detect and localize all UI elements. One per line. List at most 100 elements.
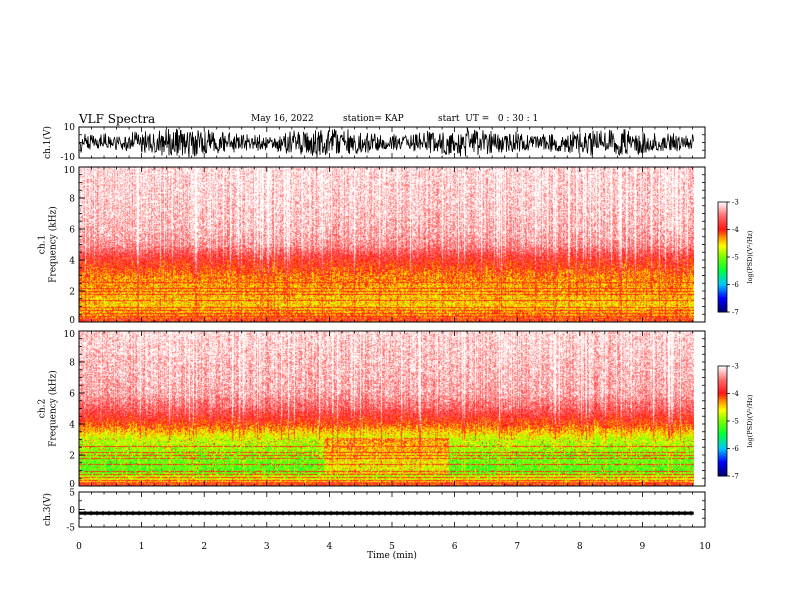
colorbar-ch2-cell [718, 428, 727, 431]
colorbar-ch2-cell [718, 474, 727, 477]
colorbar-ch2-cell [718, 452, 727, 455]
colorbar-ch2-cell [718, 432, 727, 435]
colorbar-ch2-cell [718, 430, 727, 433]
y-tick-label: -5 [66, 524, 75, 534]
colorbar-ch2-cell [718, 433, 727, 437]
colorbar-ch1-cell [718, 266, 727, 269]
colorbar-ch1-cell [718, 304, 727, 307]
colorbar-ch1-cell [718, 302, 727, 306]
y-tick-label: 4 [69, 421, 75, 431]
colorbar-ch1-cell [718, 227, 727, 230]
colorbar-ch1-cell [718, 220, 727, 223]
y-tick-label: 6 [69, 226, 75, 236]
y-axis-label: Frequency (kHz) [48, 206, 59, 283]
colorbar-ch2-cell [718, 461, 727, 464]
colorbar-ch2-cell [718, 468, 727, 471]
x-tick-label: 6 [452, 542, 458, 552]
colorbar-ch1-cell [718, 247, 727, 251]
colorbar-ch1-cell [718, 231, 727, 234]
y-tick-label: 10 [64, 330, 76, 340]
y-tick-label: 0 [69, 506, 75, 516]
colorbar-ch1-cell [718, 295, 727, 298]
colorbar-ch2-cell [718, 388, 727, 391]
colorbar-ch1-cell [718, 211, 727, 214]
colorbar-ch1-cell [718, 275, 727, 278]
x-tick-label: 7 [514, 542, 520, 552]
colorbar-ch2-cell [718, 391, 727, 394]
y-axis-label: ch.2 [38, 399, 48, 418]
colorbar-ch1-cell [718, 262, 727, 265]
colorbar-ch2-cell [718, 410, 727, 413]
colorbar-ch2-cell [718, 400, 727, 404]
ch3-waveform-band [79, 511, 694, 515]
colorbar-ch2-cell [718, 454, 727, 457]
colorbar-ch1-cell [718, 233, 727, 236]
colorbar-ch2-cell [718, 421, 727, 424]
colorbar-ch1-cell [718, 224, 727, 227]
colorbar-ch2-cell [718, 448, 727, 451]
colorbar-ch2-cell [718, 417, 727, 420]
y-tick-label: 5 [69, 489, 75, 499]
colorbar-tick-label: -7 [732, 473, 739, 481]
colorbar-ch2-cell [718, 446, 727, 449]
colorbar-tick-label: -3 [732, 199, 739, 207]
colorbar-ch2-cell [718, 466, 727, 470]
y-tick-label: 10 [64, 123, 76, 133]
figure-title: VLF Spectra [79, 112, 156, 126]
colorbar-ch2-cell [718, 373, 727, 376]
colorbar-ch1-cell [718, 308, 727, 311]
start-time-label: start UT = 0 : 30 : 1 [438, 114, 539, 124]
panel-frame [78, 491, 706, 528]
colorbar-tick-label: -4 [732, 226, 739, 234]
y-tick-label: 6 [69, 390, 75, 400]
colorbar-ch2-cell [718, 389, 727, 393]
x-tick-label: 2 [201, 542, 207, 552]
colorbar-ch1-cell [718, 222, 727, 225]
colorbar-ch1-cell [718, 242, 727, 245]
x-tick-label: 8 [577, 542, 583, 552]
y-tick-label: 2 [69, 288, 75, 298]
colorbar-ch1-cell [718, 225, 727, 229]
colorbar-ch2-cell [718, 426, 727, 429]
colorbar-ch2-cell [718, 463, 727, 466]
y-tick-label: 0 [69, 316, 75, 326]
x-axis-label: Time (min) [367, 550, 417, 561]
colorbar-ch1-cell [718, 236, 727, 240]
colorbar-tick-label: -7 [732, 309, 739, 317]
colorbar-ch2-cell [718, 470, 727, 473]
colorbar-ch1-cell [718, 207, 727, 210]
colorbar-ch1-cell [718, 258, 727, 262]
y-tick-label: 8 [69, 359, 75, 369]
y-tick-label: 8 [69, 195, 75, 205]
colorbar-ch1-cell [718, 286, 727, 289]
colorbar-ch1-cell [718, 238, 727, 241]
y-axis-label: ch.1(V) [42, 126, 53, 159]
colorbar-ch2-cell [718, 378, 727, 382]
colorbar-ch1-cell [718, 244, 727, 247]
colorbar-ch1-cell [718, 246, 727, 249]
colorbar-ch1-cell [718, 284, 727, 287]
colorbar-ch1-cell [718, 280, 727, 284]
colorbar-ch2-cell [718, 415, 727, 418]
y-axis-label: ch.1 [38, 235, 48, 254]
colorbar-ch1-cell [718, 299, 727, 302]
colorbar-ch2-cell [718, 402, 727, 405]
station-label: station= KAP [343, 114, 404, 124]
colorbar-tick-label: -5 [732, 254, 739, 262]
colorbar-ch1-cell [718, 240, 727, 243]
colorbar-ch2-cell [718, 366, 727, 369]
colorbar-ch2-cell [718, 399, 727, 402]
colorbar-ch2-cell [718, 386, 727, 389]
colorbar-ch2-cell [718, 413, 727, 416]
colorbar-ch2-cell [718, 367, 727, 371]
y-tick-label: 4 [69, 257, 75, 267]
colorbar-ch1-cell [718, 255, 727, 258]
colorbar-ch1-cell [718, 214, 727, 218]
colorbar-ch2-cell [718, 472, 727, 475]
colorbar-ch2-cell [718, 450, 727, 453]
colorbar-ch2-cell [718, 384, 727, 387]
colorbar-ch2-cell [718, 419, 727, 422]
colorbar-ch1-cell [718, 290, 727, 293]
colorbar-ch2-cell [718, 435, 727, 438]
